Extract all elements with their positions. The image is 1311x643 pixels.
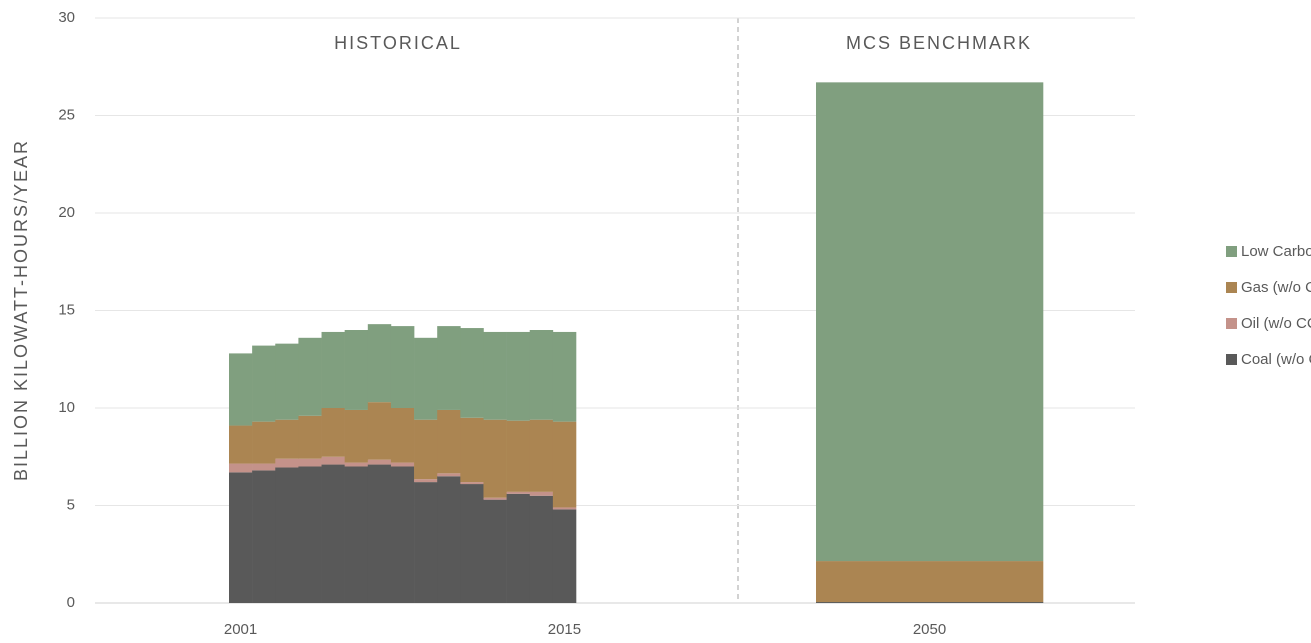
bar-segment: [414, 419, 438, 480]
bar-segment: [483, 499, 507, 603]
bar-segment: [298, 466, 322, 603]
legend-label: Oil (w/o CCS): [1241, 315, 1311, 332]
bar-segment: [460, 484, 484, 603]
legend-swatch: [1226, 318, 1237, 329]
bar-segment: [229, 472, 253, 603]
bar-segment: [344, 462, 369, 467]
legend-label: Gas (w/o CCS): [1241, 279, 1311, 296]
bar-segment: [437, 409, 461, 474]
x-tick-label: 2001: [224, 621, 257, 638]
bar-segment: [252, 463, 276, 471]
bar-segment: [298, 415, 322, 459]
bar-segment: [229, 425, 253, 464]
bar-segment: [344, 466, 369, 603]
bar-segment: [298, 458, 322, 467]
bar-segment: [344, 330, 369, 410]
bar-segment: [252, 470, 276, 603]
bar-segment: [529, 419, 554, 492]
bar-segment: [552, 421, 577, 508]
y-tick-label: 15: [58, 301, 75, 318]
bar-segment: [344, 409, 369, 463]
y-tick-label: 10: [58, 399, 75, 416]
bar-segment: [483, 497, 507, 500]
bar-segment: [437, 326, 461, 410]
section-title: MCS BENCHMARK: [846, 33, 1032, 53]
y-tick-label: 30: [58, 9, 75, 26]
y-tick-label: 25: [58, 106, 75, 123]
bar-segment: [367, 459, 392, 465]
bar-segment: [552, 331, 577, 422]
bar-segment: [321, 464, 345, 603]
bar-segment: [367, 464, 392, 603]
bar-segment: [506, 331, 531, 421]
bar-segment: [252, 345, 276, 422]
legend-swatch: [1226, 354, 1237, 365]
legend-swatch: [1226, 246, 1237, 257]
bar-segment: [414, 482, 438, 603]
y-tick-label: 0: [67, 594, 75, 611]
bar-segment: [506, 420, 531, 492]
bar-segment: [460, 482, 484, 485]
bar-segment: [275, 343, 299, 420]
bar-segment: [437, 476, 461, 603]
bar-segment: [390, 408, 415, 463]
bar-segment: [298, 337, 322, 416]
legend-label: Coal (w/o CCS): [1241, 351, 1311, 368]
bar-segment: [390, 462, 415, 467]
bar-segment: [529, 495, 554, 603]
bar-segment: [390, 466, 415, 603]
bar-segment: [460, 328, 484, 418]
bar-segment: [816, 82, 1044, 562]
section-title: HISTORICAL: [334, 33, 462, 53]
bar-segment: [229, 463, 253, 473]
bar-segment: [816, 561, 1044, 603]
bar-segment: [437, 473, 461, 477]
y-tick-label: 5: [67, 496, 75, 513]
bar-segment: [321, 408, 345, 457]
bar-segment: [229, 353, 253, 426]
x-tick-label: 2015: [548, 621, 581, 638]
bar-segment: [275, 419, 299, 459]
bar-segment: [390, 326, 415, 408]
bar-segment: [816, 602, 1044, 603]
bar-segment: [275, 458, 299, 468]
bar-segment: [414, 337, 438, 420]
bar-segment: [367, 402, 392, 460]
bar-segment: [552, 509, 577, 603]
bar-segment: [506, 491, 531, 494]
bar-segment: [529, 491, 554, 496]
bar-segment: [483, 419, 507, 498]
x-tick-label: 2050: [913, 621, 946, 638]
bar-segment: [529, 330, 554, 420]
y-tick-label: 20: [58, 204, 75, 221]
bar-segment: [483, 331, 507, 420]
y-axis-title: BILLION KILOWATT-HOURS/YEAR: [11, 139, 31, 481]
bar-segment: [414, 479, 438, 483]
bar-segment: [367, 324, 392, 403]
legend-label: Low Carbon: [1241, 243, 1311, 260]
bar-segment: [252, 421, 276, 464]
bar-segment: [321, 456, 345, 465]
bar-segment: [321, 331, 345, 408]
bar-segment: [460, 417, 484, 483]
legend-swatch: [1226, 282, 1237, 293]
bar-segment: [275, 467, 299, 603]
bar-segment: [506, 493, 531, 603]
bar-segment: [552, 507, 577, 510]
